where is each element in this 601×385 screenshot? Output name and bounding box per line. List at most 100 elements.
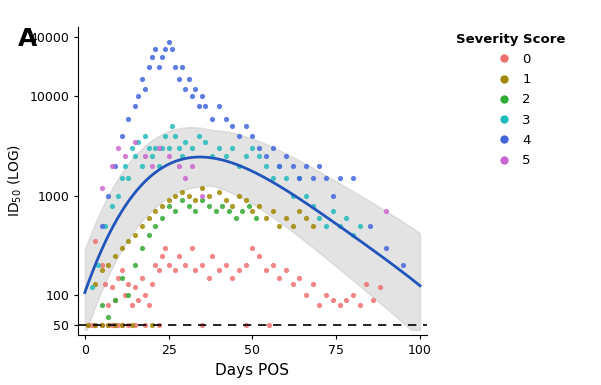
Point [147, 322, 157, 328]
Point [107, 285, 117, 291]
Point [150, 262, 160, 268]
Point [97, 185, 106, 191]
Point [100, 281, 110, 287]
Point [228, 146, 237, 152]
Point [120, 153, 130, 159]
Point [228, 203, 237, 209]
Point [275, 163, 284, 169]
Point [110, 322, 120, 328]
Point [144, 146, 153, 152]
Point [355, 302, 364, 308]
Point [150, 46, 160, 52]
Point [147, 281, 157, 287]
Point [147, 54, 157, 60]
Point [241, 123, 251, 129]
Point [174, 253, 183, 259]
Point [117, 245, 127, 251]
Point [103, 193, 113, 199]
Point [244, 203, 254, 209]
Point [164, 39, 174, 45]
Point [288, 223, 297, 229]
Point [335, 302, 344, 308]
Point [188, 146, 197, 152]
Point [355, 223, 364, 229]
Point [184, 193, 194, 199]
Point [157, 215, 166, 221]
Point [141, 322, 150, 328]
Point [248, 146, 257, 152]
Point [241, 262, 251, 268]
Point [204, 275, 214, 281]
Point [191, 198, 200, 204]
Point [130, 262, 140, 268]
Point [197, 193, 207, 199]
Point [254, 153, 264, 159]
Point [127, 146, 136, 152]
Point [341, 215, 351, 221]
Point [177, 198, 187, 204]
Point [221, 262, 230, 268]
Point [174, 163, 183, 169]
Point [107, 322, 117, 328]
Point [241, 153, 251, 159]
Point [154, 267, 163, 273]
Point [267, 262, 277, 268]
Point [133, 94, 143, 100]
Point [288, 163, 297, 169]
Point [231, 215, 240, 221]
Point [275, 223, 284, 229]
Point [207, 116, 217, 122]
Point [261, 215, 270, 221]
Point [241, 322, 251, 328]
Point [154, 322, 163, 328]
Point [228, 275, 237, 281]
Point [281, 267, 291, 273]
Point [180, 175, 190, 181]
Point [362, 281, 371, 287]
Point [124, 281, 133, 287]
Point [160, 245, 170, 251]
Point [204, 193, 214, 199]
Text: A: A [18, 27, 37, 51]
Point [214, 267, 224, 273]
Point [197, 198, 207, 204]
Point [110, 297, 120, 303]
Point [228, 123, 237, 129]
Y-axis label: ID$_{50}$ (LOG): ID$_{50}$ (LOG) [6, 144, 23, 218]
Point [130, 233, 140, 239]
Point [117, 133, 127, 139]
Point [100, 223, 110, 229]
Point [191, 267, 200, 273]
Point [141, 153, 150, 159]
Point [117, 267, 127, 273]
Point [288, 193, 297, 199]
Point [382, 245, 391, 251]
Point [90, 281, 100, 287]
Point [147, 163, 157, 169]
Point [335, 175, 344, 181]
Point [93, 262, 103, 268]
Point [130, 285, 140, 291]
Point [174, 146, 183, 152]
Point [214, 189, 224, 195]
Point [301, 292, 311, 298]
Point [97, 262, 106, 268]
Point [191, 208, 200, 214]
Point [144, 233, 153, 239]
Point [97, 302, 106, 308]
Point [154, 64, 163, 70]
Point [124, 238, 133, 244]
Point [90, 238, 100, 244]
Point [207, 153, 217, 159]
Point [164, 262, 174, 268]
Point [348, 175, 358, 181]
Point [251, 215, 261, 221]
Point [107, 163, 117, 169]
Point [180, 262, 190, 268]
Point [234, 133, 244, 139]
Point [308, 203, 317, 209]
Point [171, 193, 180, 199]
Point [301, 163, 311, 169]
Point [141, 85, 150, 92]
Point [201, 139, 210, 145]
